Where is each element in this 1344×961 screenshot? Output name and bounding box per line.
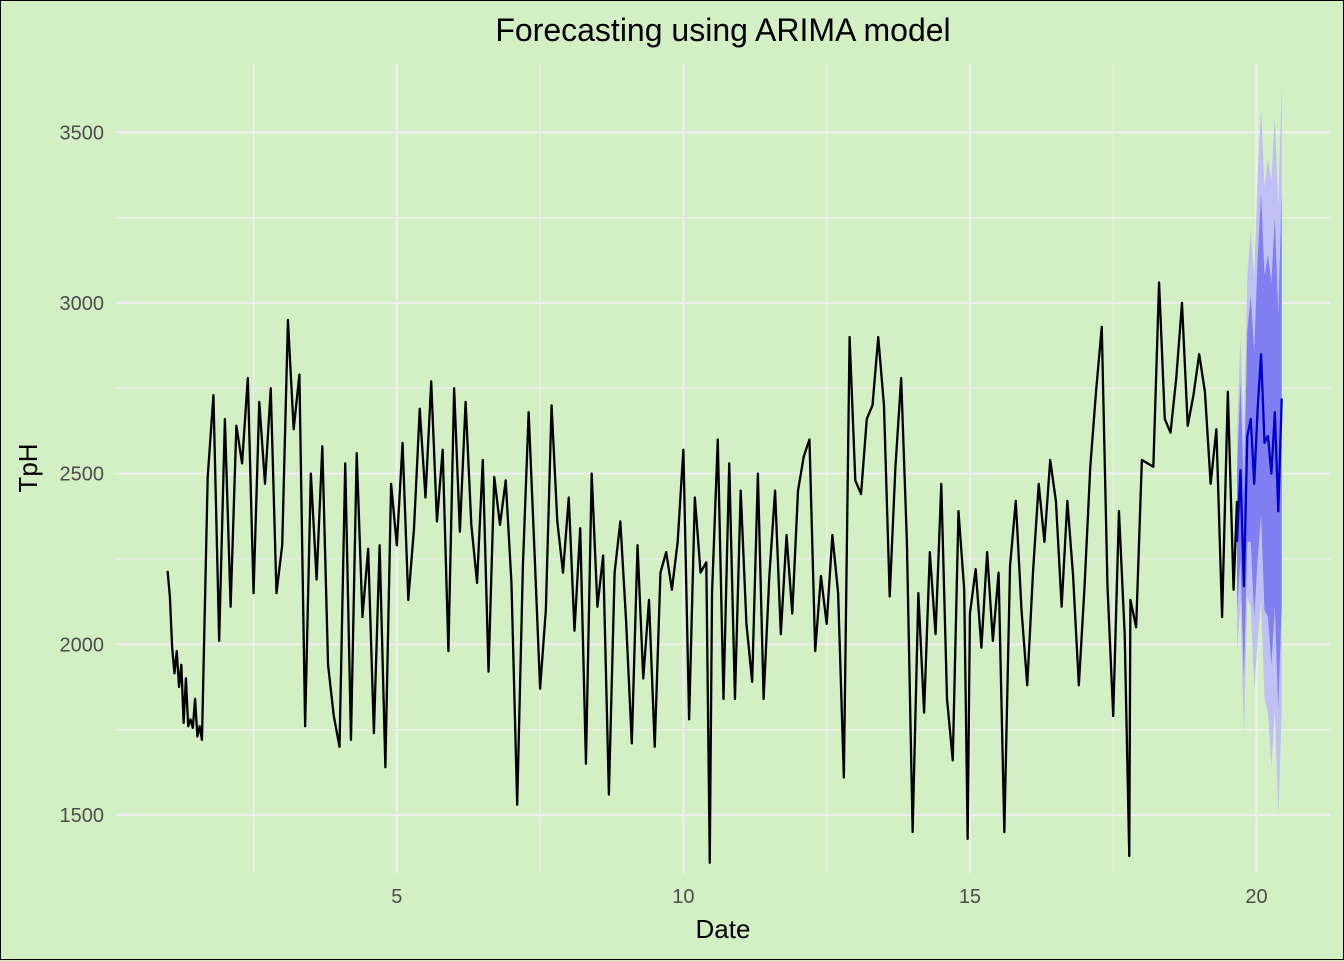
y-tick-label: 2000 [60, 634, 105, 656]
x-tick-label: 20 [1245, 886, 1267, 908]
series-lines [166, 281, 1283, 864]
x-axis-ticks: 5 10 15 20 [391, 886, 1267, 908]
major-gridlines [116, 64, 1331, 873]
y-tick-label: 3500 [60, 122, 105, 144]
minor-gridlines [116, 64, 1331, 873]
forecast-80-interval [1237, 193, 1282, 710]
y-tick-label: 3000 [60, 293, 105, 315]
y-tick-label: 2500 [60, 464, 105, 486]
x-tick-label: 5 [391, 886, 402, 908]
y-axis-title: TpH [13, 443, 43, 492]
y-tick-label: 1500 [60, 805, 105, 827]
history-line [166, 281, 1239, 864]
chart-title: Forecasting using ARIMA model [495, 12, 950, 48]
y-axis-ticks: 1500 2000 2500 3000 3500 [60, 122, 105, 827]
forecast-line [1235, 352, 1283, 588]
x-axis-title: Date [696, 914, 751, 944]
x-tick-label: 15 [959, 886, 981, 908]
forecast-intervals [1237, 84, 1282, 815]
x-tick-label: 10 [672, 886, 694, 908]
